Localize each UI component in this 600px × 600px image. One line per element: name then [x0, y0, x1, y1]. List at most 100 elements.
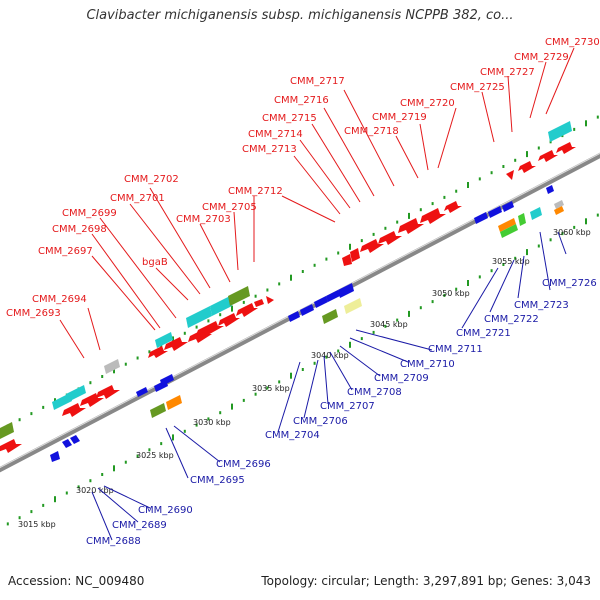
reverse-track-tick — [65, 491, 68, 495]
forward-track-tick — [101, 375, 104, 378]
gene-arrow-reverse — [326, 290, 340, 302]
scale-label-3055: 3055 kbp — [492, 257, 530, 266]
label-CMM_2698: CMM_2698 — [52, 224, 107, 235]
gene-box-olive — [322, 309, 338, 324]
reverse-track-tick — [6, 522, 9, 526]
forward-track-tick — [148, 350, 151, 354]
forward-track-tick — [455, 189, 458, 193]
gene-box-olive — [228, 286, 250, 306]
label-CMM_2694: CMM_2694 — [32, 294, 87, 305]
gene-box-grey — [104, 359, 120, 374]
reverse-track-tick — [30, 510, 33, 514]
label-CMM_2693: CMM_2693 — [6, 308, 61, 319]
reverse-track-tick — [537, 244, 540, 248]
reverse-track-tick — [313, 361, 316, 365]
forward-track-tick — [325, 257, 328, 261]
label-CMM_2701: CMM_2701 — [110, 193, 165, 204]
label-CMM_2727: CMM_2727 — [480, 67, 535, 78]
gene-box-green — [500, 224, 518, 238]
label-CMM_2704: CMM_2704 — [265, 430, 320, 441]
label-CMM_2717: CMM_2717 — [290, 76, 345, 87]
reverse-track-tick — [360, 337, 363, 341]
scale-label-3020: 3020 kbp — [76, 486, 114, 495]
forward-track-tick — [242, 300, 245, 304]
topology-label: Topology: circular; Length: 3,297,891 bp… — [261, 574, 591, 588]
forward-track-tick — [89, 381, 92, 385]
label-CMM_2716: CMM_2716 — [274, 95, 329, 106]
label-CMM_2689: CMM_2689 — [112, 520, 167, 531]
forward-track-tick — [408, 212, 410, 219]
forward-track-tick — [443, 195, 446, 199]
gene-arrow-reverse — [70, 435, 80, 444]
forward-track-tick — [585, 120, 587, 127]
label-CMM_2710: CMM_2710 — [400, 359, 455, 370]
reverse-track-tick — [54, 496, 56, 503]
forward-track-tick — [136, 356, 139, 360]
reverse-track-tick — [207, 417, 210, 421]
reverse-track-tick — [431, 300, 434, 304]
gene-box-cyan — [66, 385, 86, 402]
reverse-track-tick — [124, 460, 127, 464]
reverse-track-tick — [42, 503, 45, 507]
reverse-track-tick — [490, 269, 493, 273]
reverse-gene-labels: CMM_2688 CMM_2689 CMM_2690 CMM_2695 CMM_… — [86, 278, 597, 547]
gene-arrow-forward — [254, 299, 264, 307]
map-title: Clavibacter michiganensis subsp. michiga… — [86, 8, 514, 23]
reverse-track-tick — [136, 454, 139, 458]
genome-backbone-highlight — [0, 152, 600, 469]
reverse-track-tick — [160, 442, 163, 446]
forward-track-tick — [42, 405, 45, 409]
gene-arrow-forward — [148, 346, 168, 358]
reverse-track-tick — [502, 263, 505, 266]
label-CMM_2702: CMM_2702 — [124, 174, 179, 185]
reverse-track-tick — [443, 293, 446, 297]
reverse-track-tick — [561, 232, 564, 236]
gene-arrow-forward — [236, 303, 258, 317]
forward-track-tick — [596, 115, 599, 119]
scale-label-3015: 3015 kbp — [18, 520, 56, 529]
gene-arrow-forward — [164, 337, 188, 351]
gene-arrow-forward — [378, 231, 402, 245]
reverse-track-tick — [408, 310, 410, 317]
scale-label-3060: 3060 kbp — [553, 228, 591, 237]
gene-box-orange — [166, 395, 182, 410]
scale-labels: 3015 kbp 3020 kbp 3025 kbp 3030 kbp 3035… — [18, 228, 591, 529]
forward-track-tick — [526, 151, 528, 158]
gene-box-orange — [498, 218, 516, 232]
forward-track-tick — [172, 336, 174, 343]
forward-track-tick — [502, 165, 505, 168]
gene-arrow-forward — [196, 321, 224, 336]
reverse-track-tick — [549, 238, 552, 242]
label-bgaB: bgaB — [142, 257, 168, 268]
label-CMM_2711: CMM_2711 — [428, 344, 483, 355]
forward-track-tick — [219, 313, 222, 317]
gene-arrow-reverse — [546, 185, 554, 194]
label-CMM_2690: CMM_2690 — [138, 505, 193, 516]
gene-arrow-forward — [266, 296, 274, 304]
forward-track-tick — [266, 288, 269, 292]
reverse-track-tick — [231, 403, 233, 410]
label-CMM_2726: CMM_2726 — [542, 278, 597, 289]
gene-arrow-forward — [96, 385, 120, 399]
gene-box-grey — [554, 200, 564, 209]
gene-box-cyan — [530, 207, 542, 220]
forward-track-tick — [113, 367, 115, 374]
forward-track-tick — [18, 418, 21, 422]
reverse-track-tick — [290, 372, 292, 379]
label-CMM_2705: CMM_2705 — [202, 202, 257, 213]
label-CMM_2722: CMM_2722 — [484, 314, 539, 325]
label-CMM_2709: CMM_2709 — [374, 373, 429, 384]
gene-arrow-forward — [350, 248, 360, 262]
reverse-track-tick — [467, 280, 469, 286]
forward-track-tick — [124, 362, 127, 366]
forward-track-tick — [278, 282, 281, 286]
forward-track-tick — [431, 202, 434, 206]
label-CMM_2703: CMM_2703 — [176, 214, 231, 225]
forward-track-tick — [549, 140, 552, 144]
forward-track-tick — [301, 270, 304, 273]
gene-arrow-forward — [218, 313, 240, 327]
forward-track-tick — [30, 412, 33, 416]
reverse-track-tick — [514, 256, 517, 260]
label-CMM_2707: CMM_2707 — [320, 401, 375, 412]
reverse-track-tick — [89, 479, 92, 483]
